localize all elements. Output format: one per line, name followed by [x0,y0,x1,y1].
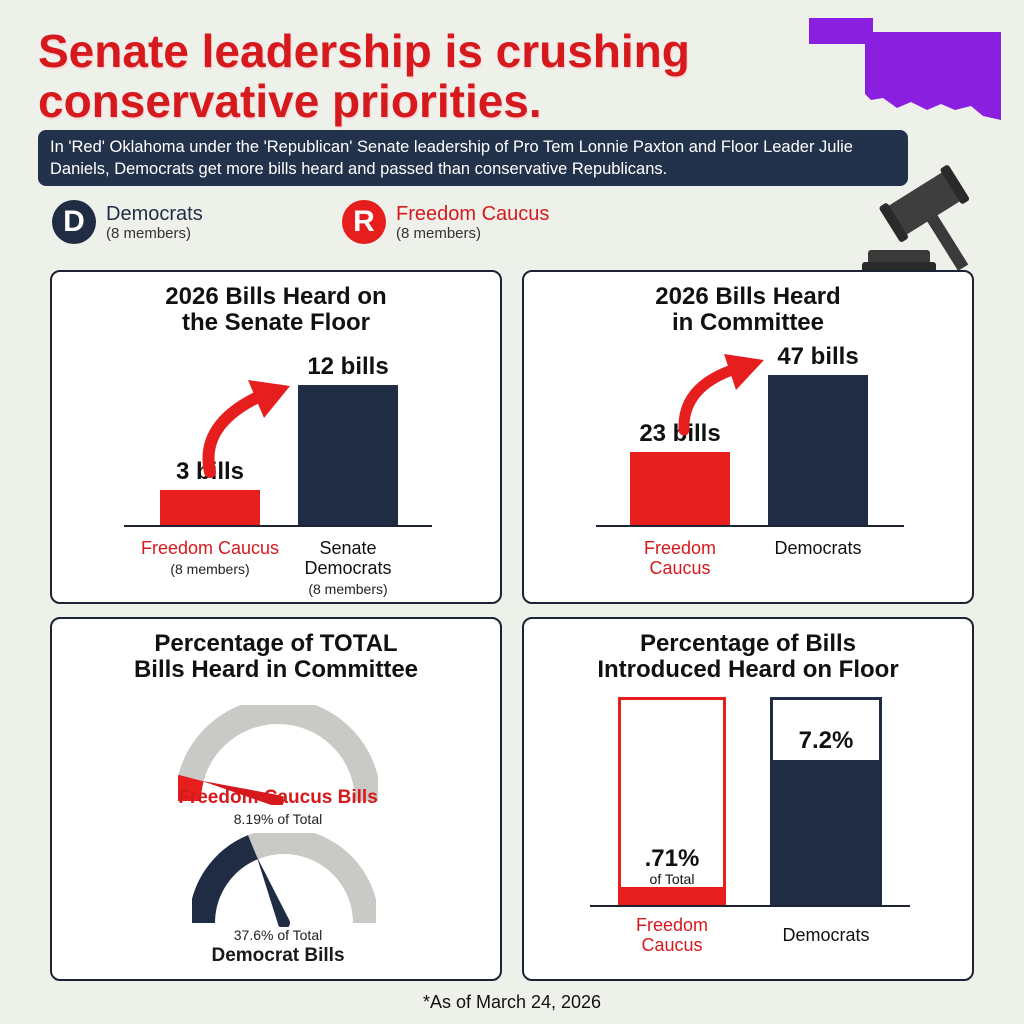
floor-pct-category-democrats: Democrats [782,925,870,945]
committee-baseline [596,525,904,527]
committee-value-democrats: 47 bills [777,343,859,370]
floor-value-democrats: 12 bills [307,353,389,380]
floor-category-freedom-caucus: Freedom Caucus (8 members) [140,538,280,579]
floor-pct-value-freedom-caucus-sub: of Total [649,871,695,887]
panel-floor-percentage: Percentage of Bills Introduced Heard on … [522,617,974,981]
gauge-freedom-caucus [178,705,378,805]
gauge-freedom-caucus-value: 8.19% of Total [233,811,323,827]
headline-line-2: conservative priorities. [38,75,542,127]
gauge-democrats-needle [256,856,290,926]
panel-committee-percentage: Percentage of TOTAL Bills Heard in Commi… [50,617,502,981]
legend-democrats: D Democrats (8 members) [52,200,203,244]
committee-bar-freedom-caucus [630,451,730,525]
panel-committee-title: 2026 Bills Heard in Committee [655,283,841,336]
arrow-up-icon [202,380,290,478]
oklahoma-map-icon [809,18,1001,120]
floor-pct-value-democrats: 7.2% [798,727,854,754]
headline: Senate leadership is crushing conservati… [38,26,838,126]
gauge-freedom-caucus-label: Freedom Caucus Bills [178,787,378,808]
gauge-democrats-fill [192,835,259,924]
republican-badge-icon: R [342,200,386,244]
committee-bar-democrats [768,375,868,525]
floor-category-freedom-caucus-label: Freedom Caucus [140,538,280,558]
democrat-badge-icon: D [52,200,96,244]
legend-freedom-caucus: R Freedom Caucus (8 members) [342,200,549,244]
floor-pct-value-freedom-caucus: .71% [644,845,700,872]
floor-bar-freedom-caucus [160,490,260,525]
panel-committee-percentage-title: Percentage of TOTAL Bills Heard in Commi… [133,630,419,683]
gavel-icon [862,165,970,274]
floor-category-freedom-caucus-sub: (8 members) [170,561,250,577]
gauge-freedom-caucus-hub [272,795,284,805]
gauge-democrats-value: 37.6% of Total [233,927,323,943]
arrow-up-icon [678,354,764,436]
gauge-freedom-caucus-track [178,705,378,802]
floor-pct-baseline [590,905,910,907]
subtitle: In 'Red' Oklahoma under the 'Republican'… [38,130,908,186]
floor-pct-bar-democrats [770,759,882,905]
footnote: *As of March 24, 2026 [422,992,602,1012]
gauge-democrats-hub [278,917,290,927]
committee-category-democrats: Democrats [774,538,862,558]
floor-category-democrats-sub: (8 members) [308,581,388,597]
committee-category-freedom-caucus: Freedom Caucus [643,538,717,578]
legend-freedom-caucus-name: Freedom Caucus [396,202,550,225]
gauge-freedom-caucus-fill [178,774,204,802]
legend-democrats-members: (8 members) [106,224,192,242]
floor-pct-bar-freedom-caucus [618,887,726,905]
gauge-freedom-caucus-needle [201,780,280,805]
gauge-democrats-label: Democrat Bills [211,945,345,966]
floor-category-democrats: Senate Democrats (8 members) [278,538,418,599]
floor-baseline [124,525,432,527]
panel-floor-title: 2026 Bills Heard on the Senate Floor [165,283,387,336]
floor-pct-category-freedom-caucus: Freedom Caucus [635,915,709,955]
headline-line-1: Senate leadership is crushing [38,25,690,77]
gauge-democrats [192,833,376,927]
floor-pct-frame-freedom-caucus [618,697,726,905]
legend-democrats-name: Democrats [106,202,203,225]
legend-freedom-caucus-members: (8 members) [396,224,482,242]
panel-floor-bills: 2026 Bills Heard on the Senate Floor 3 b… [50,270,502,604]
panel-floor-percentage-title: Percentage of Bills Introduced Heard on … [597,630,899,683]
panel-committee-bills: 2026 Bills Heard in Committee 23 bills 4… [522,270,974,604]
floor-bar-democrats [298,385,398,525]
floor-category-democrats-label: Senate Democrats [304,538,392,578]
